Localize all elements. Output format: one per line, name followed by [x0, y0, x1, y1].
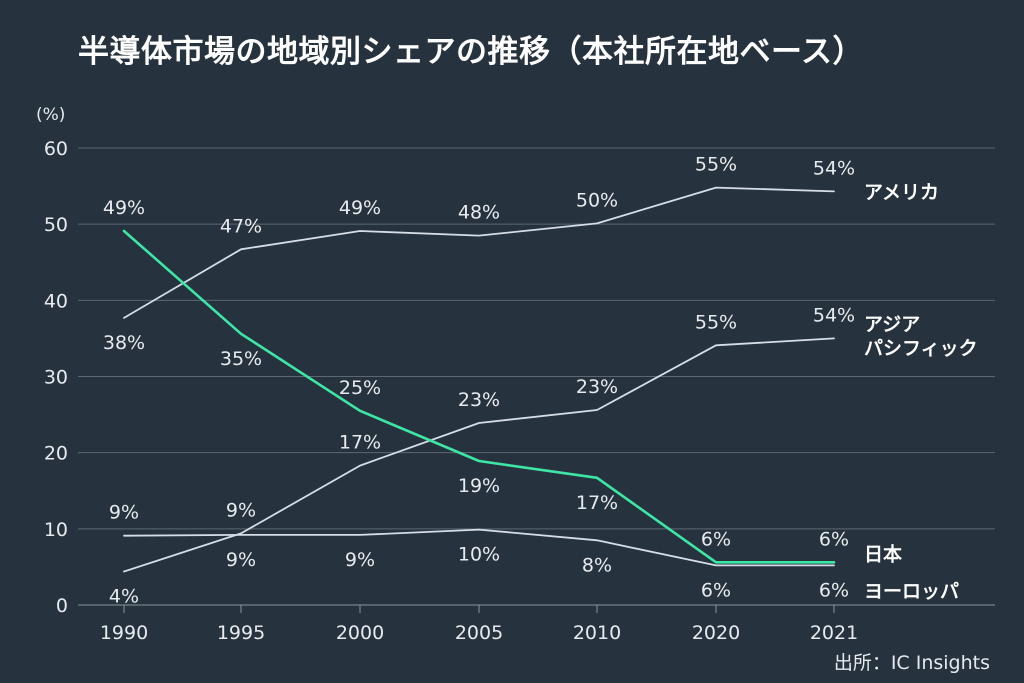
y-tick-label: 60 [44, 138, 68, 160]
chart-title: 半導体市場の地域別シェアの推移（本社所在地ベース） [78, 34, 864, 70]
data-label: 47% [220, 215, 262, 237]
x-tick-label: 1995 [217, 622, 265, 644]
data-label: 9% [226, 549, 256, 571]
x-tick-label: 1990 [100, 622, 148, 644]
data-label: 4% [109, 585, 139, 607]
series-name-label: 日本 [864, 542, 902, 565]
source-note: 出所：IC Insights [833, 652, 990, 674]
series-line [123, 528, 835, 567]
y-tick-label: 20 [44, 443, 68, 465]
data-label: 8% [582, 554, 612, 576]
series-name-label: アメリカ [864, 181, 939, 203]
data-label: 17% [339, 432, 381, 454]
data-label: 6% [819, 528, 849, 550]
series-layer [122, 186, 836, 573]
data-label: 9% [109, 502, 139, 524]
y-tick-label: 10 [44, 519, 68, 541]
data-label: 54% [813, 157, 855, 179]
data-label: 23% [458, 389, 500, 411]
series-line [122, 229, 836, 564]
data-label: 10% [458, 544, 500, 566]
series-name-label: ヨーロッパ [864, 580, 959, 602]
y-tick-label: 40 [44, 290, 68, 312]
data-label: 48% [458, 202, 500, 224]
data-label: 50% [576, 189, 618, 211]
y-unit-label: (%) [36, 105, 65, 125]
data-label: 19% [458, 475, 500, 497]
y-tick-label: 30 [44, 367, 68, 389]
data-label: 6% [819, 579, 849, 601]
data-label: 35% [220, 348, 262, 370]
y-tick-label: 50 [44, 214, 68, 236]
x-tick-label: 2005 [455, 622, 503, 644]
x-tick-label: 2021 [810, 622, 858, 644]
series-line [123, 186, 835, 319]
x-tick-label: 2000 [336, 622, 384, 644]
data-label: 9% [345, 549, 375, 571]
x-tick-label: 2010 [573, 622, 621, 644]
data-label: 54% [813, 304, 855, 326]
axis-layer: (%) 0 10 20 30 40 50 60 1990 1995 2000 2005 2010 2020… [36, 105, 858, 644]
grid-layer [78, 147, 995, 606]
data-label: 55% [695, 154, 737, 176]
data-label: 6% [701, 528, 731, 550]
data-label: 25% [339, 377, 381, 399]
data-label: 17% [576, 492, 618, 514]
data-label: 55% [695, 311, 737, 333]
data-label: 9% [226, 499, 256, 521]
x-tick-label: 2020 [692, 622, 740, 644]
data-label: 49% [103, 197, 145, 219]
label-layer: 38% 47% 49% 48% 50% 55% 54% アメリカ 4% 9% 17% 23% 23% 55… [103, 154, 978, 608]
data-label: 38% [103, 332, 145, 354]
series-name-label: アジアパシフィック [864, 313, 978, 359]
y-tick-label: 0 [56, 595, 68, 617]
data-label: 49% [339, 197, 381, 219]
data-label: 23% [576, 376, 618, 398]
data-label: 6% [701, 579, 731, 601]
series-line [123, 337, 835, 573]
